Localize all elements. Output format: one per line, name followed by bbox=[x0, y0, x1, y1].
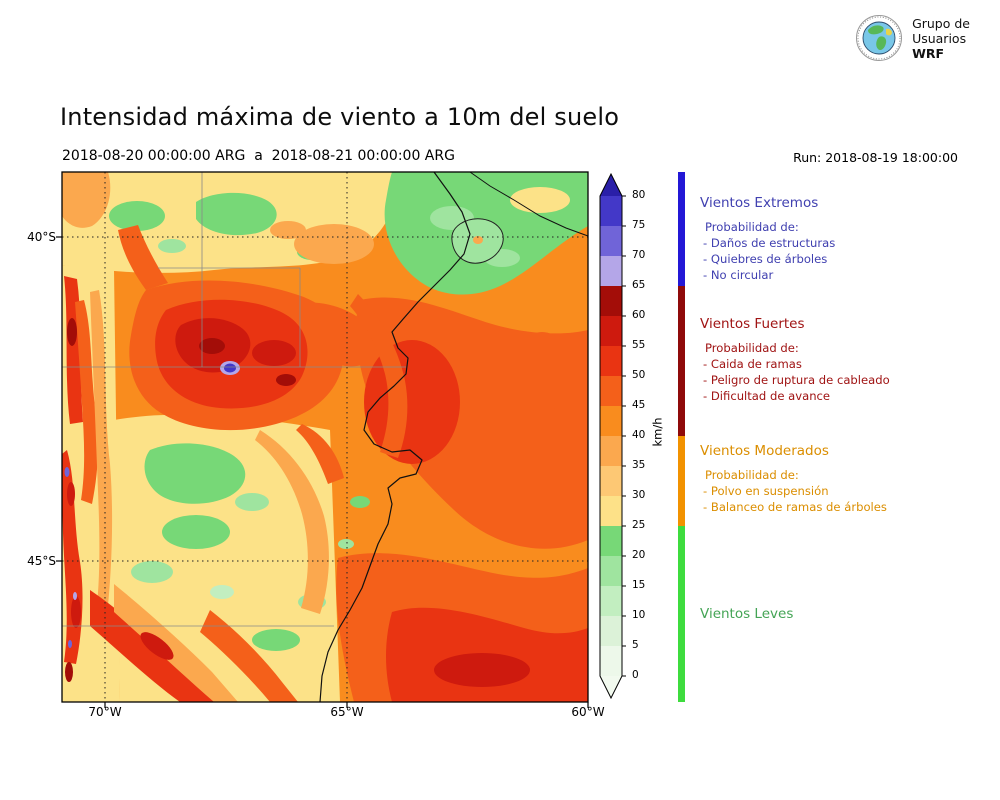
colorbar-tick-label: 50 bbox=[632, 369, 646, 381]
axis-tick-marks bbox=[56, 236, 589, 708]
logo-line2: Usuarios bbox=[912, 30, 967, 46]
legend-strip-segment bbox=[678, 172, 685, 286]
wind-field-contours bbox=[62, 172, 588, 702]
colorbar-tick-label: 65 bbox=[632, 279, 646, 291]
wind-field-map-svg bbox=[56, 171, 589, 708]
legend-strip-segment bbox=[678, 526, 685, 702]
category-title: Vientos Fuertes bbox=[700, 316, 805, 332]
colorbar-scale bbox=[599, 172, 626, 700]
legend-category-leves: Vientos Leves bbox=[700, 606, 986, 631]
colorbar-tick-label: 30 bbox=[632, 489, 646, 501]
category-title: Vientos Leves bbox=[700, 606, 794, 622]
legend-strip-segment bbox=[678, 286, 685, 436]
category-probability-label: Probabilidad de: bbox=[705, 341, 799, 355]
legend-item: - Peligro de ruptura de cableado bbox=[703, 372, 890, 387]
category-items: - Caida de ramas - Peligro de ruptura de … bbox=[700, 357, 986, 404]
legend-item: - No circular bbox=[703, 267, 774, 282]
wind-map bbox=[56, 171, 589, 708]
legend-item: - Balanceo de ramas de árboles bbox=[703, 499, 887, 514]
legend-item: - Daños de estructuras bbox=[703, 236, 836, 250]
category-items: - Daños de estructuras - Quiebres de árbo… bbox=[700, 236, 986, 283]
colorbar-tick-label: 75 bbox=[632, 219, 646, 231]
colorbar-tick-label: 60 bbox=[632, 309, 646, 321]
page-title: Intensidad máxima de viento a 10m del su… bbox=[60, 103, 620, 131]
colorbar-tick-label: 10 bbox=[632, 609, 646, 621]
colorbar-tick-label: 0 bbox=[632, 669, 639, 681]
colorbar-tick-label: 25 bbox=[632, 519, 646, 531]
y-tick-label: 45°S bbox=[27, 554, 56, 568]
legend-category-moderados: Vientos Moderados Probabilidad de: - Pol… bbox=[700, 443, 986, 516]
colorbar-tick-label: 45 bbox=[632, 399, 646, 411]
category-items: - Polvo en suspensión - Balanceo de ramas… bbox=[700, 484, 986, 516]
legend-item: - Caida de ramas bbox=[703, 357, 802, 371]
legend-category-extremos: Vientos Extremos Probabilidad de: - Daño… bbox=[700, 195, 986, 283]
colorbar-tick-label: 5 bbox=[632, 639, 639, 651]
map-border bbox=[61, 171, 589, 703]
colorbar-unit-label: km/h bbox=[650, 417, 665, 447]
legend-strip-segment bbox=[678, 436, 685, 526]
colorbar-tick-label: 20 bbox=[632, 549, 646, 561]
y-tick-label: 40°S bbox=[27, 230, 56, 244]
graticule-gridlines bbox=[62, 172, 588, 702]
category-probability-label: Probabilidad de: bbox=[705, 468, 799, 482]
colorbar-tick-label: 40 bbox=[632, 429, 646, 441]
run-label: Run: 2018-08-19 18:00:00 bbox=[793, 150, 958, 165]
wrf-globe-icon bbox=[856, 15, 903, 61]
province-borders bbox=[62, 172, 406, 627]
colorbar-tick-label: 80 bbox=[632, 189, 646, 201]
category-probability-label: Probabilidad de: bbox=[705, 220, 799, 234]
coastline bbox=[319, 171, 589, 703]
colorbar-tick-label: 55 bbox=[632, 339, 646, 351]
x-tick-label: 70°W bbox=[88, 705, 122, 719]
colorbar-tick-label: 70 bbox=[632, 249, 646, 261]
logo-text: Grupo de Usuarios WRF bbox=[912, 16, 970, 61]
legend-color-strip bbox=[678, 172, 685, 702]
legend-category-fuertes: Vientos Fuertes Probabilidad de: - Caida… bbox=[700, 316, 986, 404]
x-tick-label: 60°W bbox=[571, 705, 605, 719]
logo-line3: WRF bbox=[912, 45, 945, 61]
colorbar-tick-label: 35 bbox=[632, 459, 646, 471]
colorbar: 0 5 10 15 20 25 30 35 40 45 50 55 60 65 70 75 80 km/h bbox=[599, 172, 739, 733]
colorbar-tick-labels: 0 5 10 15 20 25 30 35 40 45 50 55 60 65 70 75 80 bbox=[599, 173, 739, 733]
wrf-logo: Grupo de Usuarios WRF bbox=[855, 14, 970, 62]
x-tick-label: 65°W bbox=[330, 705, 364, 719]
legend-item: - Quiebres de árboles bbox=[703, 251, 828, 266]
category-title: Vientos Extremos bbox=[700, 195, 819, 211]
category-title: Vientos Moderados bbox=[700, 443, 829, 459]
legend-item: - Dificultad de avance bbox=[703, 388, 831, 403]
valid-period-label: 2018-08-20 00:00:00 ARG a 2018-08-21 00:… bbox=[62, 148, 455, 164]
colorbar-tick-label: 15 bbox=[632, 579, 646, 591]
legend-item: - Polvo en suspensión bbox=[703, 484, 829, 498]
logo-line1: Grupo de bbox=[912, 15, 970, 31]
